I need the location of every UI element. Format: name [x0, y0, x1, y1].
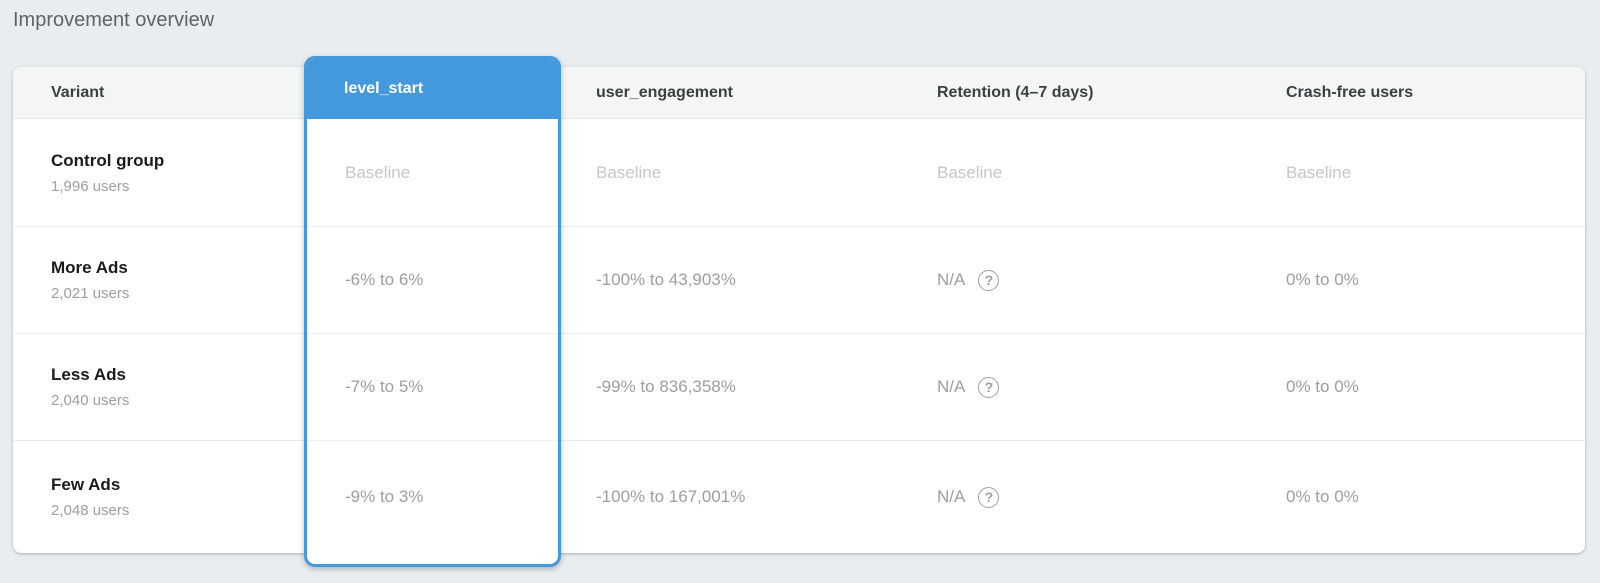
- help-icon[interactable]: ?: [978, 376, 1000, 398]
- crash-free-cell: 0% to 0%: [1249, 270, 1585, 290]
- crash-free-value: 0% to 0%: [1286, 377, 1359, 396]
- user-engagement-cell: -100% to 167,001%: [560, 487, 900, 507]
- crash-free-cell: 0% to 0%: [1249, 487, 1585, 507]
- user-engagement-value: -99% to 836,358%: [596, 377, 736, 396]
- level-start-value-few-ads: -9% to 3%: [307, 440, 558, 553]
- crash-free-cell: Baseline: [1249, 163, 1585, 183]
- variant-cell: More Ads 2,021 users: [13, 258, 304, 302]
- retention-cell: N/A ?: [900, 376, 1249, 398]
- improvement-overview-table: Variant user_engagement Retention (4–7 d…: [13, 67, 1585, 553]
- column-header-user-engagement[interactable]: user_engagement: [596, 83, 733, 101]
- column-header-variant: Variant: [51, 83, 105, 101]
- retention-cell: Baseline: [900, 163, 1249, 183]
- user-engagement-value: -100% to 43,903%: [596, 270, 736, 289]
- retention-cell: N/A ?: [900, 269, 1249, 291]
- user-engagement-cell: -100% to 43,903%: [560, 270, 900, 290]
- column-header-crash-free[interactable]: Crash-free users: [1286, 83, 1414, 101]
- help-icon[interactable]: ?: [978, 486, 1000, 508]
- retention-value: N/A: [937, 270, 966, 289]
- user-engagement-cell: Baseline: [560, 163, 900, 183]
- retention-value: N/A: [937, 487, 966, 506]
- crash-free-value: 0% to 0%: [1286, 270, 1359, 289]
- variant-user-count: 2,048 users: [51, 502, 130, 519]
- variant-cell: Less Ads 2,040 users: [13, 365, 304, 409]
- level-start-value-control-group: Baseline: [345, 162, 411, 182]
- user-engagement-value: Baseline: [596, 162, 662, 182]
- variant-user-count: 2,021 users: [51, 285, 130, 302]
- column-header-retention[interactable]: Retention (4–7 days): [937, 83, 1094, 101]
- help-icon[interactable]: ?: [978, 269, 1000, 291]
- column-header-level-start[interactable]: level_start: [307, 59, 558, 119]
- selected-metric-column-level-start[interactable]: level_start Baseline -6% to 6% -7% to 5%…: [304, 56, 561, 567]
- variant-name: More Ads: [51, 258, 128, 277]
- table-row-few-ads: Few Ads 2,048 users -100% to 167,001% N/…: [13, 440, 1585, 553]
- variant-cell: Few Ads 2,048 users: [13, 475, 304, 519]
- table-row-more-ads: More Ads 2,021 users -100% to 43,903% N/…: [13, 226, 1585, 333]
- crash-free-value: Baseline: [1286, 162, 1352, 182]
- variant-user-count: 1,996 users: [51, 177, 130, 195]
- page-title: Improvement overview: [13, 9, 215, 31]
- user-engagement-value: -100% to 167,001%: [596, 487, 746, 506]
- crash-free-value: 0% to 0%: [1286, 487, 1359, 506]
- table-row-control-group: Control group 1,996 users Baseline Basel…: [13, 119, 1585, 226]
- variant-user-count: 2,040 users: [51, 392, 130, 409]
- metric-card-footer: [307, 553, 558, 564]
- level-start-value-less-ads: -7% to 5%: [307, 333, 558, 440]
- crash-free-cell: 0% to 0%: [1249, 377, 1585, 397]
- table-row-less-ads: Less Ads 2,040 users -99% to 836,358% N/…: [13, 333, 1585, 440]
- retention-value: Baseline: [937, 162, 1003, 182]
- variant-name: Control group: [51, 150, 165, 170]
- retention-value: N/A: [937, 377, 966, 396]
- user-engagement-cell: -99% to 836,358%: [560, 377, 900, 397]
- variant-cell: Control group 1,996 users: [13, 151, 304, 195]
- variant-name: Less Ads: [51, 365, 126, 384]
- variant-name: Few Ads: [51, 475, 121, 494]
- table-header-row: Variant user_engagement Retention (4–7 d…: [13, 67, 1585, 119]
- retention-cell: N/A ?: [900, 486, 1249, 508]
- level-start-value-more-ads: -6% to 6%: [307, 226, 558, 333]
